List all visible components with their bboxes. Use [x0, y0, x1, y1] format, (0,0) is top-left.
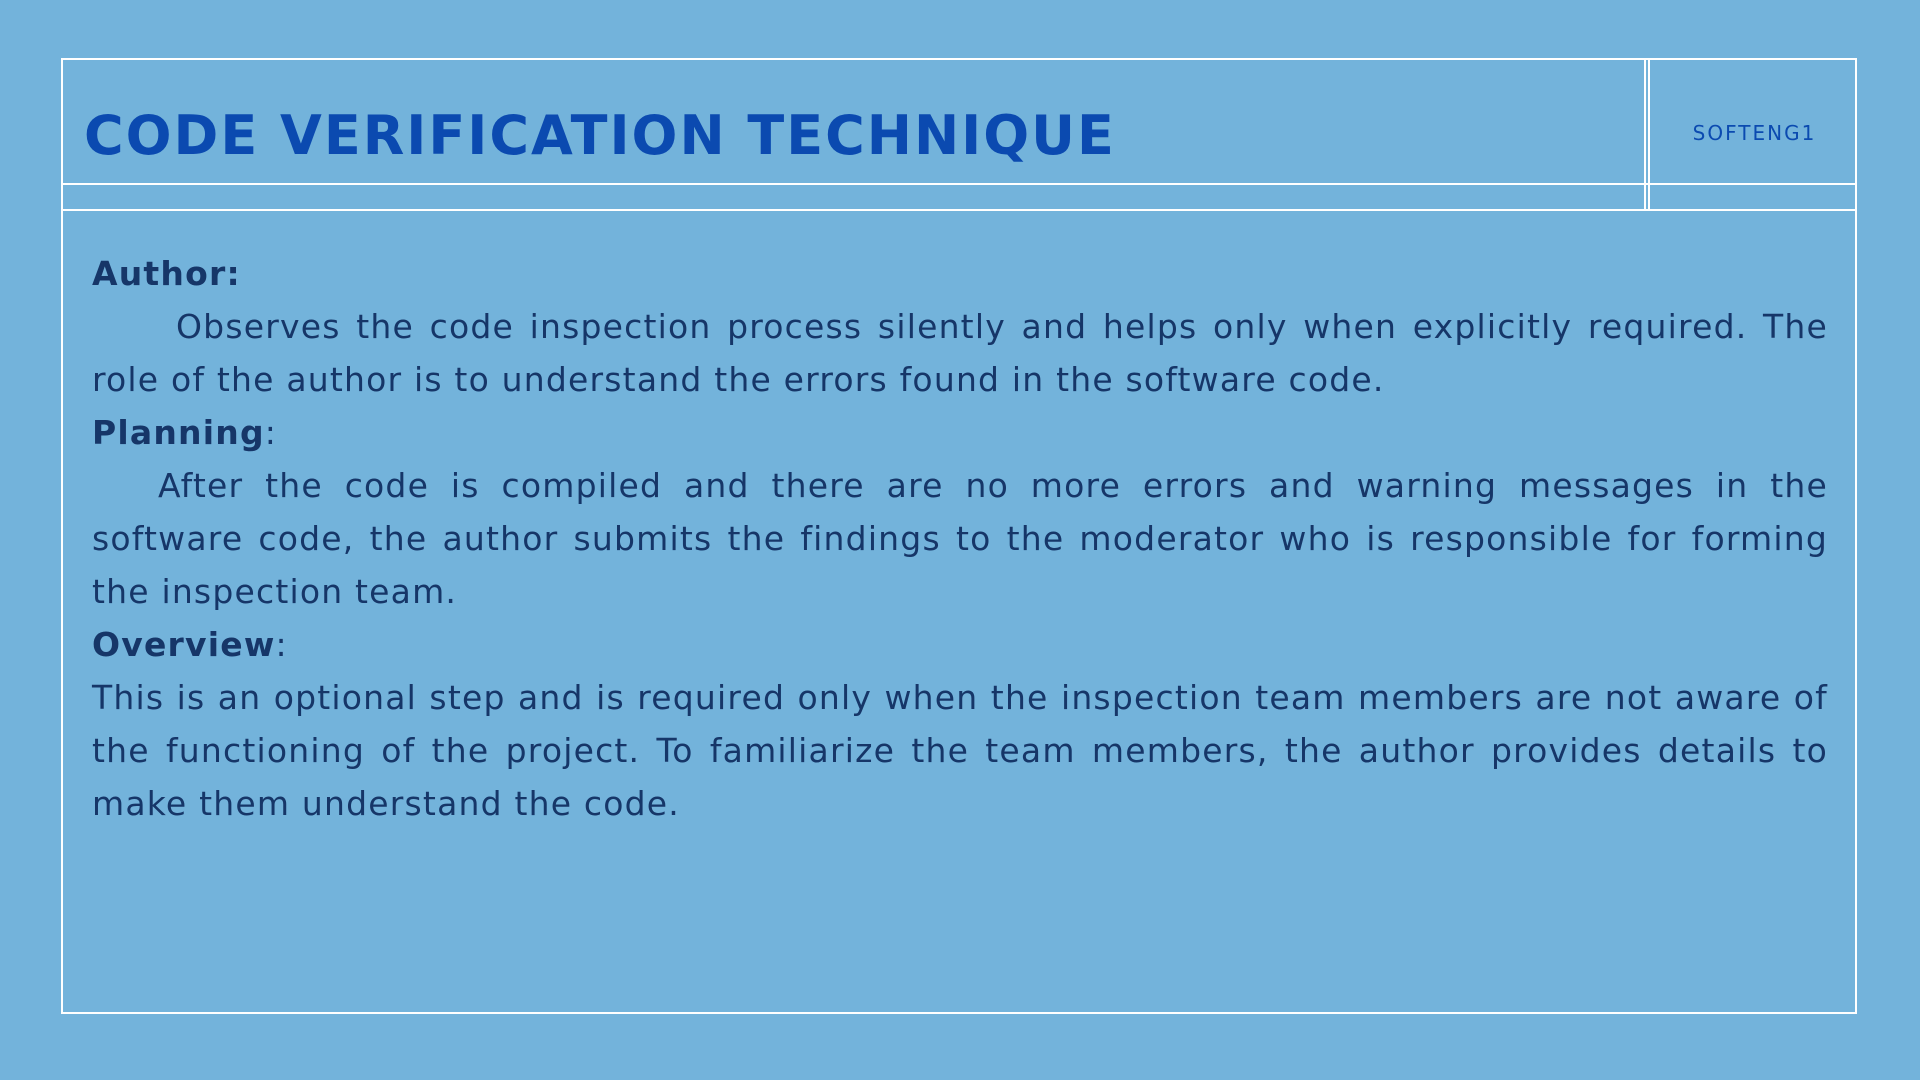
- overview-body: This is an optional step and is required…: [92, 678, 1828, 823]
- slide-frame: [61, 58, 1857, 1014]
- overview-heading: Overview:: [92, 625, 288, 664]
- author-body: Observes the code inspection process sil…: [92, 307, 1828, 399]
- planning-heading: Planning:: [92, 413, 278, 452]
- header-vertical-divider-inner: [1648, 58, 1650, 209]
- slide-title: CODE VERIFICATION TECHNIQUE: [84, 104, 1116, 167]
- header-vertical-divider: [1644, 58, 1646, 209]
- header-divider-top: [61, 183, 1857, 185]
- author-heading: Author:: [92, 254, 241, 293]
- slide-content: Author: Observes the code inspection pro…: [92, 247, 1828, 830]
- header-divider-bottom: [61, 209, 1857, 211]
- course-tag: SOFTENG1: [1692, 121, 1817, 145]
- planning-body: After the code is compiled and there are…: [92, 466, 1828, 611]
